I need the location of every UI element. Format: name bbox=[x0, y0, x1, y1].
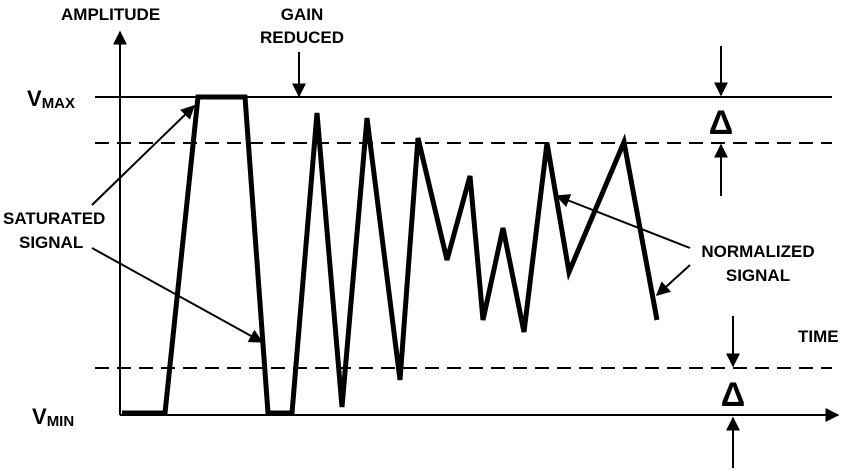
amplitude-label: AMPLITUDE bbox=[61, 5, 160, 24]
vmin-label-main: V bbox=[32, 404, 47, 429]
delta-top-symbol: Δ bbox=[709, 104, 733, 142]
vmax-label-main: V bbox=[27, 86, 42, 111]
vmax-label: VMAX bbox=[27, 86, 75, 112]
normalized-pointer-upper bbox=[555, 194, 691, 249]
vmin-label-subscript: MIN bbox=[47, 413, 75, 430]
normalized-pointer-lower bbox=[655, 264, 691, 296]
saturated-pointer-upper bbox=[91, 105, 196, 206]
vmax-label-subscript: MAX bbox=[42, 95, 75, 112]
vmin-label: VMIN bbox=[32, 404, 74, 430]
signal-waveform bbox=[122, 94, 660, 416]
saturated-signal-label-line2: SIGNAL bbox=[19, 233, 83, 252]
normalized-signal-label-line2: SIGNAL bbox=[726, 266, 790, 285]
normalized-signal-label-line1: NORMALIZED bbox=[701, 242, 814, 261]
time-label: TIME bbox=[798, 327, 839, 346]
saturated-signal-label-line1: SATURATED bbox=[3, 209, 105, 228]
delta-bottom-symbol: Δ bbox=[721, 376, 745, 414]
gain-reduced-label-line1: GAIN bbox=[281, 5, 324, 24]
saturated-pointer-lower bbox=[91, 247, 264, 343]
gain-reduced-label-line2: REDUCED bbox=[260, 28, 344, 47]
